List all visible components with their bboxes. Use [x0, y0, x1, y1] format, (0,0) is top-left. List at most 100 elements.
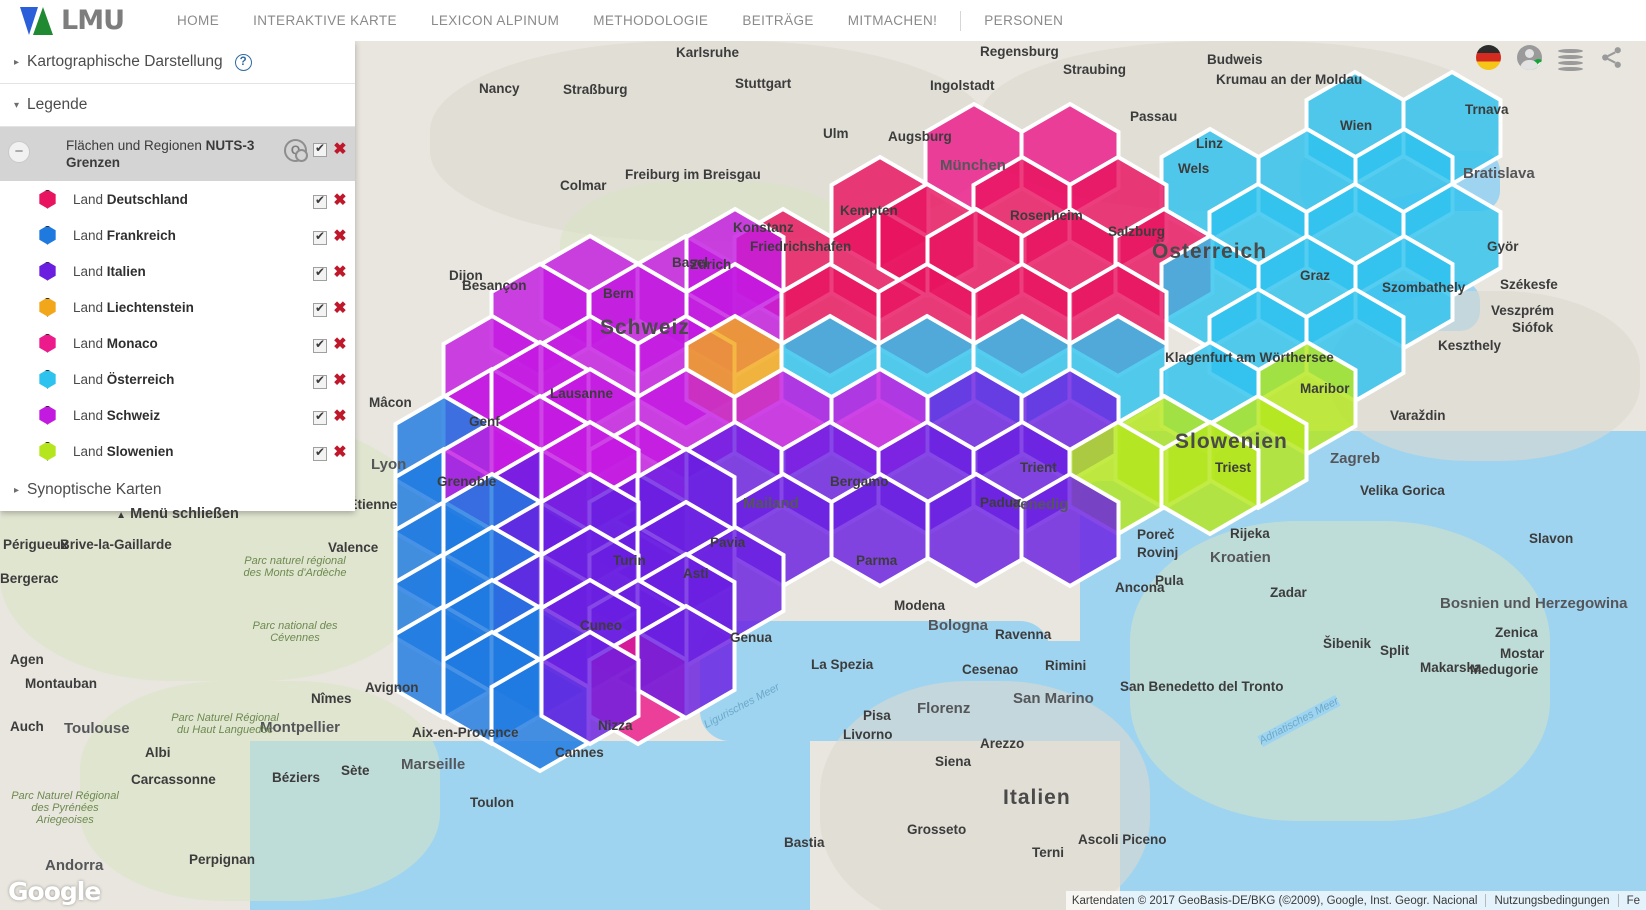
nav-item-mitmachen[interactable]: MITMACHEN!	[847, 13, 938, 28]
legend-item-visibility-checkbox[interactable]	[313, 193, 327, 209]
menu-close-label: Menü schließen	[130, 506, 239, 522]
map-label: Straßburg	[563, 82, 628, 97]
section-synoptische-karten[interactable]: ▸ Synoptische Karten	[0, 469, 355, 511]
legend-item-visibility-checkbox[interactable]	[313, 409, 327, 425]
map-label: Zürich	[690, 257, 732, 272]
nav-item-lexicon-alpinum[interactable]: LEXICON ALPINUM	[430, 13, 560, 28]
map-label: Poreč	[1137, 527, 1175, 542]
legend-group-visibility-checkbox[interactable]	[313, 141, 327, 157]
legend-item-name: Schweiz	[106, 407, 161, 423]
map-label: Regensburg	[980, 44, 1059, 59]
nav-item-methodologie[interactable]: METHODOLOGIE	[593, 13, 709, 28]
legend-item-prefix: Land	[73, 227, 107, 243]
user-account-icon[interactable]: ✔	[1517, 45, 1542, 70]
legend-item-remove-button[interactable]: ✖	[333, 192, 347, 209]
brand-logo[interactable]: LMU	[20, 5, 125, 36]
legend-item-remove-button[interactable]: ✖	[333, 300, 347, 317]
chevron-right-icon: ▸	[14, 56, 20, 68]
nav-item-interaktive-karte[interactable]: INTERAKTIVE KARTE	[253, 13, 397, 28]
map-label: Zagreb	[1330, 450, 1381, 467]
map-label: Trnava	[1465, 102, 1509, 117]
map-label: Velika Gorica	[1360, 483, 1445, 498]
map-label: Klagenfurt am Wörthersee	[1165, 350, 1334, 365]
legend-item-label: Land Monaco	[63, 336, 307, 351]
nav-item-personen[interactable]: PERSONEN	[984, 13, 1064, 28]
query-settings-icon[interactable]: Q	[284, 139, 308, 162]
map-label: Wien	[1340, 118, 1373, 133]
map-label: Toulon	[470, 795, 514, 810]
legend-group-bold: NUTS-3 Grenzen	[66, 138, 255, 170]
map-label: Genua	[730, 630, 773, 645]
legend-item-name: Monaco	[106, 335, 158, 351]
legend-item-slowenien[interactable]: Land Slowenien ✖	[0, 433, 355, 469]
legend-item-italien[interactable]: Land Italien ✖	[0, 253, 355, 289]
legend-item-frankreich[interactable]: Land Frankreich ✖	[0, 217, 355, 253]
map-label: Parc national des Cévennes	[252, 620, 338, 644]
legend-item-remove-button[interactable]: ✖	[333, 408, 347, 425]
legend-item-visibility-checkbox[interactable]	[313, 301, 327, 317]
legend-item-prefix: Land	[73, 443, 107, 459]
legend-item-remove-button[interactable]: ✖	[333, 228, 347, 245]
share-icon[interactable]	[1599, 45, 1624, 70]
hexagon-cell[interactable]	[635, 603, 737, 721]
legend-item-österreich[interactable]: Land Österreich ✖	[0, 361, 355, 397]
legend-group-remove-button[interactable]: ✖	[333, 141, 347, 158]
legend-color-swatch	[39, 405, 56, 425]
map-tools: ✔	[1464, 41, 1636, 74]
chevron-down-icon: ▾	[14, 99, 20, 111]
legend-color-swatch	[39, 297, 56, 317]
lmu-triangles-logo	[20, 6, 54, 35]
language-flag-de-icon[interactable]	[1476, 45, 1501, 70]
legend-item-remove-button[interactable]: ✖	[333, 264, 347, 281]
section-legende[interactable]: ▾ Legende	[0, 84, 355, 127]
collapse-minus-icon[interactable]: −	[8, 141, 30, 163]
legend-item-schweiz[interactable]: Land Schweiz ✖	[0, 397, 355, 433]
legend-item-remove-button[interactable]: ✖	[333, 336, 347, 353]
layers-database-icon[interactable]	[1558, 45, 1583, 71]
section-kartographische-darstellung[interactable]: ▸ Kartographische Darstellung ?	[0, 41, 355, 84]
help-icon[interactable]: ?	[234, 53, 252, 71]
hexagon-cell[interactable]	[1159, 419, 1261, 537]
map-label: Kroatien	[1210, 549, 1271, 566]
legend-item-visibility-checkbox[interactable]	[313, 337, 327, 353]
attribution-text: Kartendaten © 2017 GeoBasis-DE/BKG (©200…	[1071, 894, 1478, 907]
map-label: Veszprém	[1491, 303, 1555, 318]
map-label: Cuneo	[580, 618, 622, 633]
legend-item-remove-button[interactable]: ✖	[333, 444, 347, 461]
legend-item-visibility-checkbox[interactable]	[313, 445, 327, 461]
legend-item-remove-button[interactable]: ✖	[333, 372, 347, 389]
legend-item-visibility-checkbox[interactable]	[313, 373, 327, 389]
menu-close-button[interactable]: ▲ Menü schließen	[0, 506, 355, 522]
legend-item-liechtenstein[interactable]: Land Liechtenstein ✖	[0, 289, 355, 325]
map-label: Périgueux	[3, 537, 69, 552]
nav-item-beitraege[interactable]: BEITRÄGE	[742, 13, 814, 28]
hexagon-grid-overlay[interactable]	[0, 41, 1646, 910]
terms-link[interactable]: Nutzungsbedingungen	[1494, 894, 1610, 907]
legend-item-deutschland[interactable]: Land Deutschland ✖	[0, 181, 355, 217]
map-label: Linz	[1196, 136, 1223, 151]
nav-item-home[interactable]: HOME	[177, 13, 220, 28]
legend-item-visibility-checkbox[interactable]	[313, 229, 327, 245]
legend-item-label: Land Slowenien	[63, 444, 307, 459]
map-basemap	[0, 41, 1646, 910]
legend-item-monaco[interactable]: Land Monaco ✖	[0, 325, 355, 361]
map-canvas[interactable]: Karlsruhe Stuttgart Regensburg Ingolstadt St…	[0, 41, 1646, 910]
legend-color-swatch	[39, 369, 56, 389]
map-label: Slowenien	[1175, 430, 1288, 453]
hexagon-cell[interactable]	[539, 629, 641, 747]
map-label: Šibenik	[1323, 636, 1372, 651]
legend-item-visibility-checkbox[interactable]	[313, 265, 327, 281]
legend-group-header[interactable]: − Flächen und Regionen NUTS-3 Grenzen Q …	[0, 127, 355, 181]
map-label: Makarska	[1420, 660, 1482, 675]
map-label: Rosenheim	[1010, 208, 1083, 223]
feedback-link[interactable]: Fe	[1626, 894, 1640, 907]
map-label: Colmar	[560, 178, 607, 193]
hexagon-cell[interactable]	[1019, 471, 1121, 589]
map-label: Györ	[1487, 239, 1519, 254]
map-label: Turin	[613, 553, 646, 568]
map-label: La Spezia	[811, 657, 874, 672]
map-label: Schweiz	[600, 316, 690, 339]
legend-item-name: Italien	[106, 263, 146, 279]
section-label: Kartographische Darstellung	[27, 53, 223, 70]
